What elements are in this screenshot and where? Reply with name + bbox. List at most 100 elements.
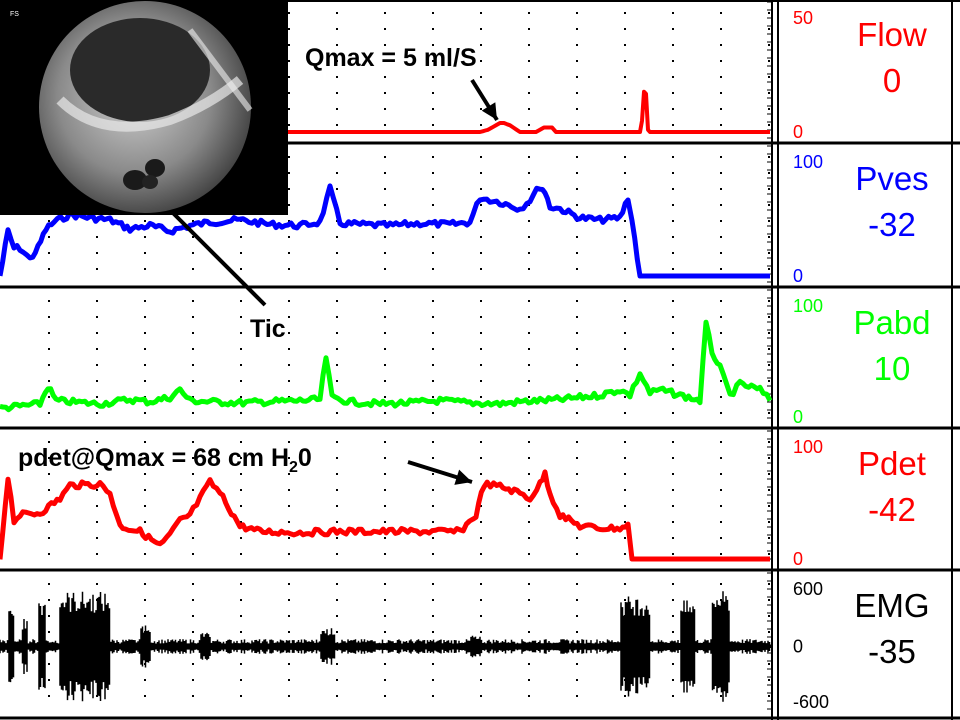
- grid-dot: [336, 521, 338, 523]
- grid-dot: [768, 316, 770, 318]
- grid-dot: [288, 108, 290, 110]
- grid-dot: [48, 473, 50, 475]
- grid-dot: [624, 188, 626, 190]
- grid-dot: [576, 457, 578, 459]
- scale-top-label: 50: [793, 8, 813, 28]
- pdet-qmax-end: 0: [297, 444, 312, 472]
- grid-dot: [336, 348, 338, 350]
- grid-dot: [48, 457, 50, 459]
- tic-annotation: Tic: [250, 315, 286, 343]
- grid-dot: [288, 473, 290, 475]
- grid-dot: [720, 188, 722, 190]
- grid-dot: [192, 300, 194, 302]
- scale-bottom-label: 0: [793, 549, 803, 569]
- grid-dot: [336, 60, 338, 62]
- grid-dot: [240, 489, 242, 491]
- grid-dot: [192, 220, 194, 222]
- grid-dot: [768, 300, 770, 302]
- grid-dot: [672, 473, 674, 475]
- grid-dot: [144, 679, 146, 681]
- grid-dot: [144, 220, 146, 222]
- grid-dot: [576, 615, 578, 617]
- grid-dot: [768, 412, 770, 414]
- grid-dot: [384, 473, 386, 475]
- grid-dot: [768, 521, 770, 523]
- grid-dot: [672, 220, 674, 222]
- grid-dot: [48, 268, 50, 270]
- grid-dot: [576, 537, 578, 539]
- grid-dot: [432, 44, 434, 46]
- grid-dot: [528, 380, 530, 382]
- grid-dot: [336, 663, 338, 665]
- fluoroscopy-image: FS: [0, 0, 288, 215]
- grid-dot: [720, 12, 722, 14]
- grid-dot: [192, 396, 194, 398]
- grid-dot: [432, 457, 434, 459]
- grid-dot: [336, 457, 338, 459]
- grid-dot: [672, 28, 674, 30]
- grid-dot: [288, 188, 290, 190]
- grid-dot: [768, 631, 770, 633]
- grid-dot: [768, 252, 770, 254]
- grid-dot: [144, 615, 146, 617]
- grid-dot: [480, 236, 482, 238]
- grid-dot: [720, 695, 722, 697]
- grid-dot: [624, 521, 626, 523]
- grid-dot: [528, 631, 530, 633]
- qmax-annotation: Qmax = 5 ml/S: [305, 44, 477, 72]
- grid-dot: [576, 695, 578, 697]
- grid-dot: [720, 489, 722, 491]
- grid-dot: [528, 583, 530, 585]
- grid-dot: [480, 521, 482, 523]
- grid-dot: [96, 583, 98, 585]
- bladder-fluoroscopy-icon: FS: [0, 0, 288, 215]
- grid-dot: [528, 76, 530, 78]
- grid-dot: [384, 599, 386, 601]
- grid-dot: [192, 252, 194, 254]
- grid-dot: [768, 188, 770, 190]
- grid-dot: [672, 553, 674, 555]
- grid-dot: [384, 348, 386, 350]
- grid-dot: [624, 332, 626, 334]
- grid-dot: [720, 537, 722, 539]
- grid-dot: [144, 599, 146, 601]
- grid-dot: [48, 252, 50, 254]
- grid-dot: [720, 553, 722, 555]
- grid-dot: [336, 615, 338, 617]
- grid-dot: [672, 364, 674, 366]
- grid-dot: [384, 412, 386, 414]
- grid-dot: [672, 60, 674, 62]
- grid-dot: [288, 268, 290, 270]
- grid-dot: [576, 28, 578, 30]
- grid-dot: [96, 553, 98, 555]
- grid-dot: [336, 108, 338, 110]
- grid-dot: [528, 172, 530, 174]
- grid-dot: [768, 553, 770, 555]
- grid-dot: [384, 537, 386, 539]
- series-pabd-line: [0, 319, 773, 413]
- grid-dot: [192, 553, 194, 555]
- grid-dot: [144, 268, 146, 270]
- channel-name-label: Pves: [855, 160, 928, 197]
- grid-dot: [624, 412, 626, 414]
- grid-dot: [192, 615, 194, 617]
- grid-dot: [720, 599, 722, 601]
- grid-dot: [576, 108, 578, 110]
- grid-dot: [480, 204, 482, 206]
- grid-dot: [672, 695, 674, 697]
- grid-dot: [432, 364, 434, 366]
- grid-dot: [336, 172, 338, 174]
- grid-dot: [240, 348, 242, 350]
- grid-dot: [288, 60, 290, 62]
- grid-dot: [624, 76, 626, 78]
- grid-dot: [672, 268, 674, 270]
- grid-dot: [624, 268, 626, 270]
- grid-dot: [288, 332, 290, 334]
- grid-dot: [528, 124, 530, 126]
- channel-value-label: -35: [868, 633, 916, 670]
- grid-dot: [576, 441, 578, 443]
- grid-dot: [288, 204, 290, 206]
- grid-dot: [432, 396, 434, 398]
- grid-dot: [672, 236, 674, 238]
- grid-dot: [672, 489, 674, 491]
